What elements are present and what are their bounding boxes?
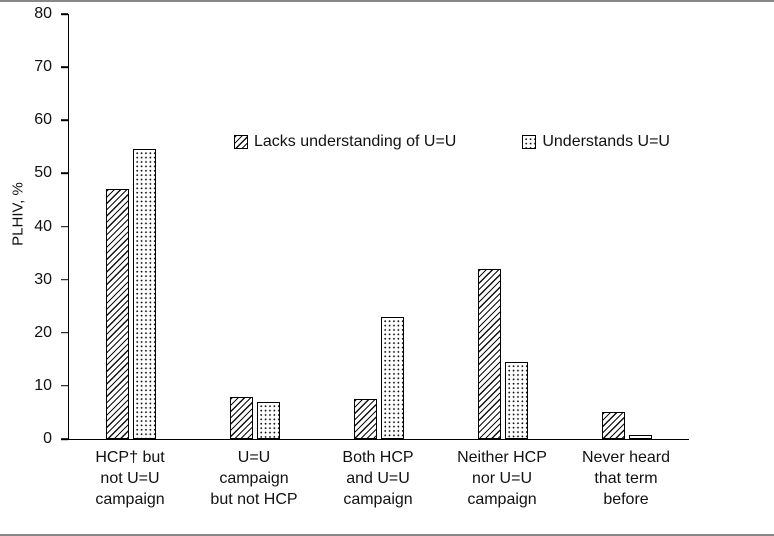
bar-group	[69, 14, 193, 439]
y-axis: 0 10 20 30 40 50 60 70 80	[0, 5, 60, 447]
plot-area	[68, 14, 689, 440]
x-axis-category-labels: HCP† but not U=U campaign U=U campaign bu…	[68, 447, 688, 510]
bar-group	[441, 14, 565, 439]
y-tick-label: 60	[34, 111, 52, 129]
legend: Lacks understanding of U=U Understands U…	[234, 133, 670, 151]
y-tick-label: 50	[34, 164, 52, 182]
bar-group	[565, 14, 689, 439]
y-tick-mark	[61, 119, 68, 122]
y-tick-mark	[61, 438, 68, 440]
category-label: U=U campaign but not HCP	[210, 449, 298, 509]
legend-item-understands: Understands U=U	[522, 133, 670, 151]
category-label: HCP† but not U=U campaign	[95, 449, 165, 509]
bar-dots	[257, 401, 280, 439]
bar-group	[193, 14, 317, 439]
category-label: Neither HCP nor U=U campaign	[457, 449, 547, 509]
legend-label-understands: Understands U=U	[542, 133, 670, 150]
category-label: Both HCP and U=U campaign	[342, 449, 414, 509]
bar-group	[317, 14, 441, 439]
bar-diagonal-hatch	[602, 412, 625, 439]
y-tick-label: 20	[34, 323, 52, 341]
bar-dots	[505, 361, 528, 439]
y-tick-label: 0	[43, 430, 52, 447]
legend-label-lacks-understanding: Lacks understanding of U=U	[254, 133, 457, 150]
y-tick-mark	[61, 331, 68, 334]
y-tick-label: 70	[34, 58, 52, 76]
bar-diagonal-hatch	[478, 269, 501, 439]
y-tick-mark	[61, 66, 68, 68]
y-tick-mark	[61, 278, 68, 281]
legend-item-lacks-understanding: Lacks understanding of U=U	[234, 133, 456, 151]
bar-dots	[381, 316, 404, 439]
bar-dots	[133, 149, 156, 439]
y-tick-mark	[61, 13, 68, 15]
bar-diagonal-hatch	[230, 396, 253, 439]
bar-diagonal-hatch	[354, 399, 377, 439]
y-tick-mark	[61, 172, 68, 175]
y-tick-label: 10	[34, 376, 52, 394]
y-tick-mark	[61, 225, 68, 228]
y-tick-mark	[61, 385, 68, 387]
y-tick-label: 30	[34, 270, 52, 288]
legend-swatch-dots-icon	[522, 135, 537, 149]
bar-groups	[69, 14, 689, 439]
legend-swatch-hatch-icon	[234, 135, 248, 149]
y-tick-label: 40	[34, 217, 52, 235]
bar-dots	[629, 435, 652, 439]
category-label: Never heard that term before	[581, 449, 671, 509]
y-tick-label: 80	[34, 5, 52, 22]
bar-diagonal-hatch	[106, 189, 129, 439]
